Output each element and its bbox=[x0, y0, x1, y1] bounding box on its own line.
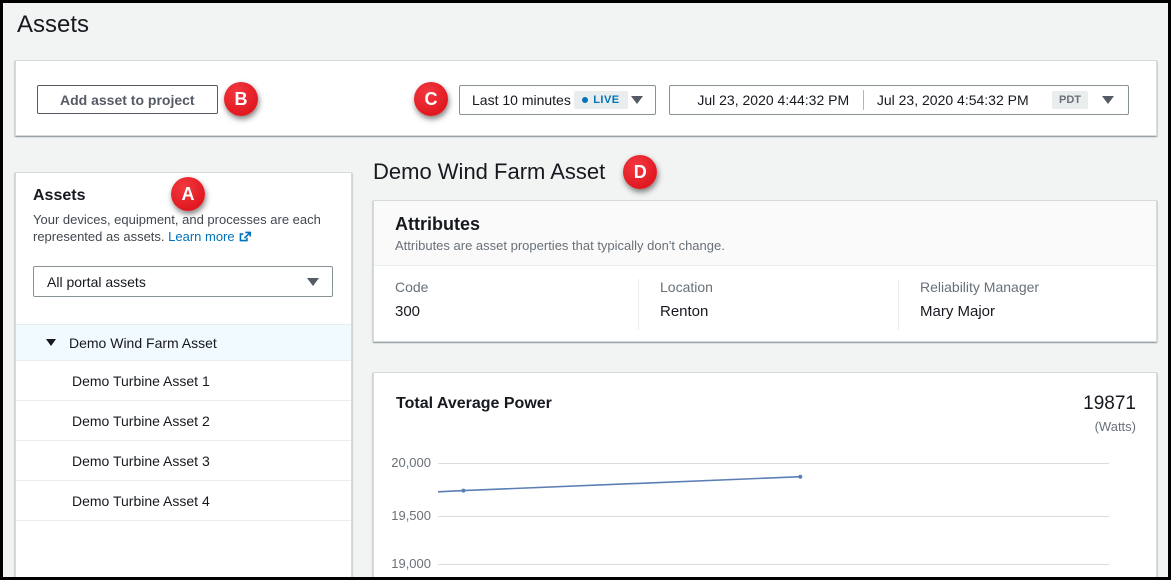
external-link-icon bbox=[238, 230, 251, 247]
attribute-item: Code 300 bbox=[374, 279, 638, 330]
attribute-value: 300 bbox=[395, 303, 638, 320]
total-average-power-panel: Total Average Power 19871 (Watts) 20,000… bbox=[373, 372, 1157, 580]
tree-item-label: Demo Turbine Asset 2 bbox=[72, 413, 210, 429]
chart-title: Total Average Power bbox=[396, 395, 552, 413]
asset-title-row: Demo Wind Farm Asset D bbox=[373, 155, 657, 189]
tree-item-turbine-2[interactable]: Demo Turbine Asset 2 bbox=[16, 401, 351, 441]
chevron-down-icon bbox=[307, 278, 319, 286]
expanded-triangle-icon[interactable] bbox=[46, 339, 56, 346]
attributes-panel: Attributes Attributes are asset properti… bbox=[373, 200, 1157, 342]
timezone-badge: PDT bbox=[1052, 91, 1088, 109]
chart-latest-value: 19871 bbox=[1083, 393, 1136, 415]
attribute-label: Code bbox=[395, 279, 638, 295]
asset-tree: Demo Wind Farm Asset Demo Turbine Asset … bbox=[16, 324, 351, 521]
attributes-subtitle: Attributes are asset properties that typ… bbox=[395, 238, 1135, 253]
attributes-title: Attributes bbox=[395, 214, 1135, 235]
chevron-down-icon bbox=[631, 96, 643, 104]
chevron-down-icon bbox=[1102, 96, 1114, 104]
asset-filter-select[interactable]: All portal assets bbox=[33, 266, 333, 297]
callout-badge-d: D bbox=[623, 155, 657, 189]
sidebar-header: Assets Your devices, equipment, and proc… bbox=[16, 173, 351, 247]
sidebar-description: Your devices, equipment, and processes a… bbox=[33, 211, 333, 247]
date-range-start: Jul 23, 2020 4:44:32 PM bbox=[684, 92, 863, 108]
attribute-value: Renton bbox=[660, 303, 898, 320]
assets-sidebar-panel: Assets Your devices, equipment, and proc… bbox=[15, 172, 352, 580]
power-line-chart[interactable] bbox=[438, 448, 1109, 578]
asset-title: Demo Wind Farm Asset bbox=[373, 159, 605, 185]
callout-badge-c: C bbox=[414, 82, 448, 116]
toolbar-panel: Add asset to project B C Last 10 minutes… bbox=[15, 60, 1157, 136]
y-axis-tick: 20,000 bbox=[374, 455, 431, 470]
tree-item-turbine-3[interactable]: Demo Turbine Asset 3 bbox=[16, 441, 351, 481]
page-title: Assets bbox=[17, 11, 89, 39]
tree-item-label: Demo Turbine Asset 1 bbox=[72, 373, 210, 389]
attributes-header: Attributes Attributes are asset properti… bbox=[374, 201, 1156, 266]
attribute-item: Location Renton bbox=[638, 279, 898, 330]
tree-item-label: Demo Turbine Asset 4 bbox=[72, 493, 210, 509]
attributes-body: Code 300 Location Renton Reliability Man… bbox=[374, 266, 1156, 330]
live-dot-icon bbox=[582, 97, 588, 103]
time-range-label: Last 10 minutes bbox=[472, 92, 571, 108]
attribute-label: Reliability Manager bbox=[920, 279, 1156, 295]
attribute-item: Reliability Manager Mary Major bbox=[898, 279, 1156, 330]
assets-page: Assets Add asset to project B C Last 10 … bbox=[0, 0, 1171, 580]
learn-more-link[interactable]: Learn more bbox=[168, 229, 234, 244]
time-range-dropdown[interactable]: Last 10 minutes LIVE bbox=[459, 85, 656, 115]
tree-item-turbine-4[interactable]: Demo Turbine Asset 4 bbox=[16, 481, 351, 521]
live-badge: LIVE bbox=[574, 91, 627, 109]
add-asset-to-project-button[interactable]: Add asset to project bbox=[37, 85, 218, 114]
callout-badge-b: B bbox=[224, 82, 258, 116]
date-range-dropdown[interactable]: Jul 23, 2020 4:44:32 PM Jul 23, 2020 4:5… bbox=[669, 85, 1129, 115]
asset-filter-value: All portal assets bbox=[47, 274, 146, 290]
live-label: LIVE bbox=[593, 94, 619, 106]
callout-badge-a: A bbox=[171, 177, 205, 211]
y-axis-tick: 19,000 bbox=[374, 556, 431, 571]
attribute-value: Mary Major bbox=[920, 303, 1156, 320]
chart-unit-label: (Watts) bbox=[1083, 419, 1136, 434]
tree-item-label: Demo Turbine Asset 3 bbox=[72, 453, 210, 469]
date-range-end: Jul 23, 2020 4:54:32 PM bbox=[864, 92, 1043, 108]
attribute-label: Location bbox=[660, 279, 898, 295]
tree-item-label: Demo Wind Farm Asset bbox=[69, 335, 217, 351]
y-axis-tick: 19,500 bbox=[374, 508, 431, 523]
tree-item-turbine-1[interactable]: Demo Turbine Asset 1 bbox=[16, 361, 351, 401]
tree-item-wind-farm[interactable]: Demo Wind Farm Asset bbox=[16, 325, 351, 361]
chart-latest-value-block: 19871 (Watts) bbox=[1083, 393, 1136, 434]
